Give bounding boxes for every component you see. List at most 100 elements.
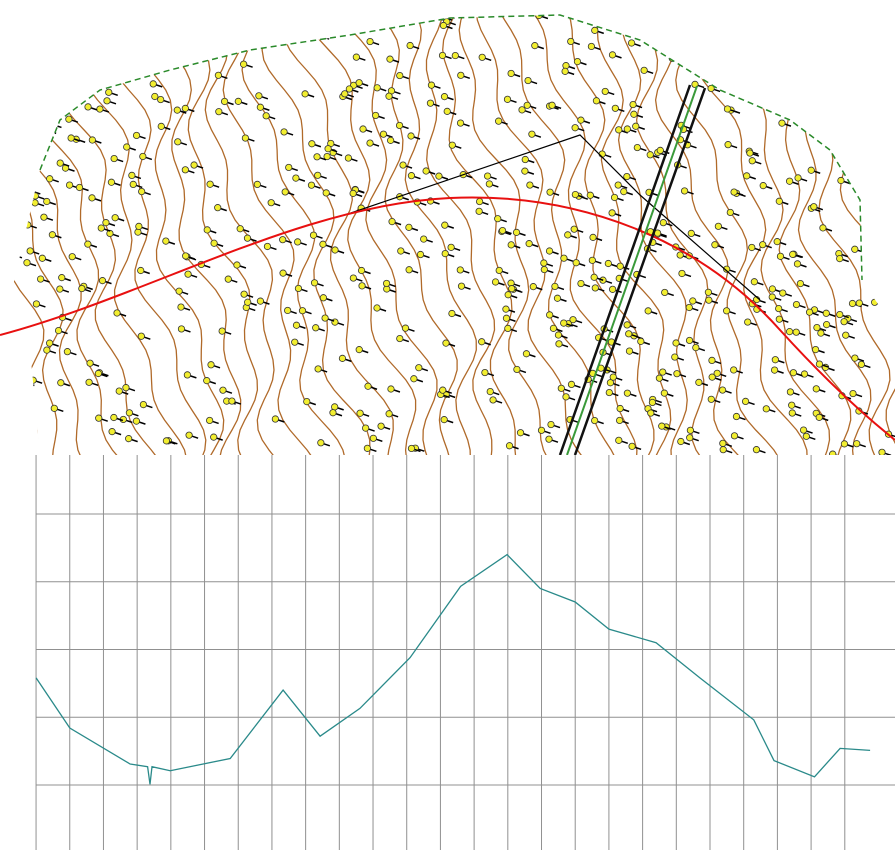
survey-point [844,69,850,75]
survey-point [184,51,190,57]
survey-point [578,280,584,286]
survey-point [268,199,274,205]
point-tick [55,105,64,108]
point-tick [855,26,864,29]
survey-point [866,194,872,200]
point-tick [799,17,808,20]
survey-point [308,182,314,188]
survey-point [41,214,47,220]
survey-point [886,90,892,96]
point-tick [72,49,81,52]
point-tick [77,49,86,52]
survey-point [841,441,847,447]
survey-point [871,137,877,143]
point-tick [0,237,9,240]
point-tick [890,192,895,195]
survey-point [123,384,129,390]
survey-point [850,30,856,36]
survey-point [706,297,712,303]
point-tick [0,419,9,422]
survey-point [350,275,356,281]
survey-point [411,376,417,382]
survey-point [588,43,594,49]
survey-point [76,184,82,190]
point-tick [137,35,146,38]
survey-point [440,22,446,28]
survey-point [591,274,597,280]
point-tick [73,45,82,48]
survey-point [428,82,434,88]
survey-point [242,135,248,141]
survey-point [547,189,553,195]
survey-point [496,267,502,273]
survey-point [284,307,290,313]
survey-point [887,14,893,20]
survey-point [622,21,628,27]
survey-point [514,366,520,372]
survey-point [32,200,38,206]
survey-point [566,4,572,10]
survey-point [659,423,665,429]
survey-point [850,390,856,396]
survey-point [779,57,785,63]
survey-point [449,142,455,148]
survey-point [175,139,181,145]
survey-point [345,2,351,8]
point-tick [766,69,775,72]
survey-point [574,58,580,64]
point-tick [879,92,888,95]
survey-point [452,52,458,58]
survey-point [372,112,378,118]
survey-point [109,428,115,434]
survey-point [629,443,635,449]
point-tick [102,78,111,81]
survey-point [416,365,422,371]
survey-point [24,260,30,266]
survey-point [747,150,753,156]
point-tick [356,10,365,13]
point-tick [829,9,838,12]
survey-point [408,133,414,139]
point-tick [393,10,402,13]
survey-point [509,285,515,291]
survey-point [154,50,160,56]
point-tick [746,94,755,97]
survey-point [573,260,579,266]
survey-point [68,135,74,141]
survey-point [19,388,25,394]
survey-point [866,67,872,73]
survey-point [0,377,5,383]
survey-point [589,257,595,263]
survey-point [172,7,178,13]
survey-point [191,162,197,168]
survey-point [87,360,93,366]
survey-point [838,177,844,183]
survey-point [479,54,485,60]
survey-point [630,101,636,107]
point-tick [5,135,14,138]
survey-point [182,105,188,111]
survey-point [234,262,240,268]
survey-point [787,389,793,395]
survey-point [136,223,142,229]
survey-point [22,379,28,385]
survey-point [548,421,554,427]
survey-point [140,153,146,159]
survey-point [185,271,191,277]
point-tick [90,11,99,14]
survey-point [30,59,36,65]
survey-point [690,298,696,304]
point-tick [52,124,61,127]
survey-point [87,7,93,13]
point-tick [1,380,10,383]
survey-point [744,319,750,325]
point-tick [814,25,823,28]
point-tick [873,188,882,191]
survey-point [398,248,404,254]
point-tick [187,54,196,57]
survey-point [796,14,802,20]
survey-point [49,121,55,127]
survey-point [320,295,326,301]
survey-point [607,18,613,24]
survey-point [39,255,45,261]
